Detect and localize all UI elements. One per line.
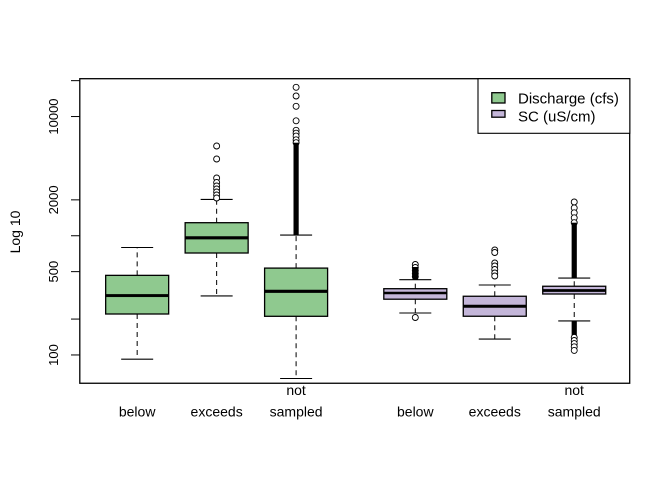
svg-text:500: 500 — [46, 261, 61, 283]
svg-text:below: below — [119, 403, 156, 419]
svg-text:below: below — [397, 403, 434, 419]
svg-text:sampled: sampled — [270, 403, 323, 419]
svg-text:2000: 2000 — [46, 185, 61, 214]
svg-text:not: not — [286, 382, 306, 398]
svg-text:exceeds: exceeds — [191, 403, 243, 419]
svg-text:sampled: sampled — [548, 403, 601, 419]
svg-text:10000: 10000 — [46, 98, 61, 134]
svg-text:exceeds: exceeds — [469, 403, 521, 419]
svg-text:Discharge (cfs): Discharge (cfs) — [518, 91, 619, 108]
svg-text:100: 100 — [46, 344, 61, 366]
svg-text:not: not — [564, 382, 584, 398]
svg-text:SC (uS/cm): SC (uS/cm) — [518, 109, 596, 126]
svg-text:Log 10: Log 10 — [7, 210, 23, 253]
